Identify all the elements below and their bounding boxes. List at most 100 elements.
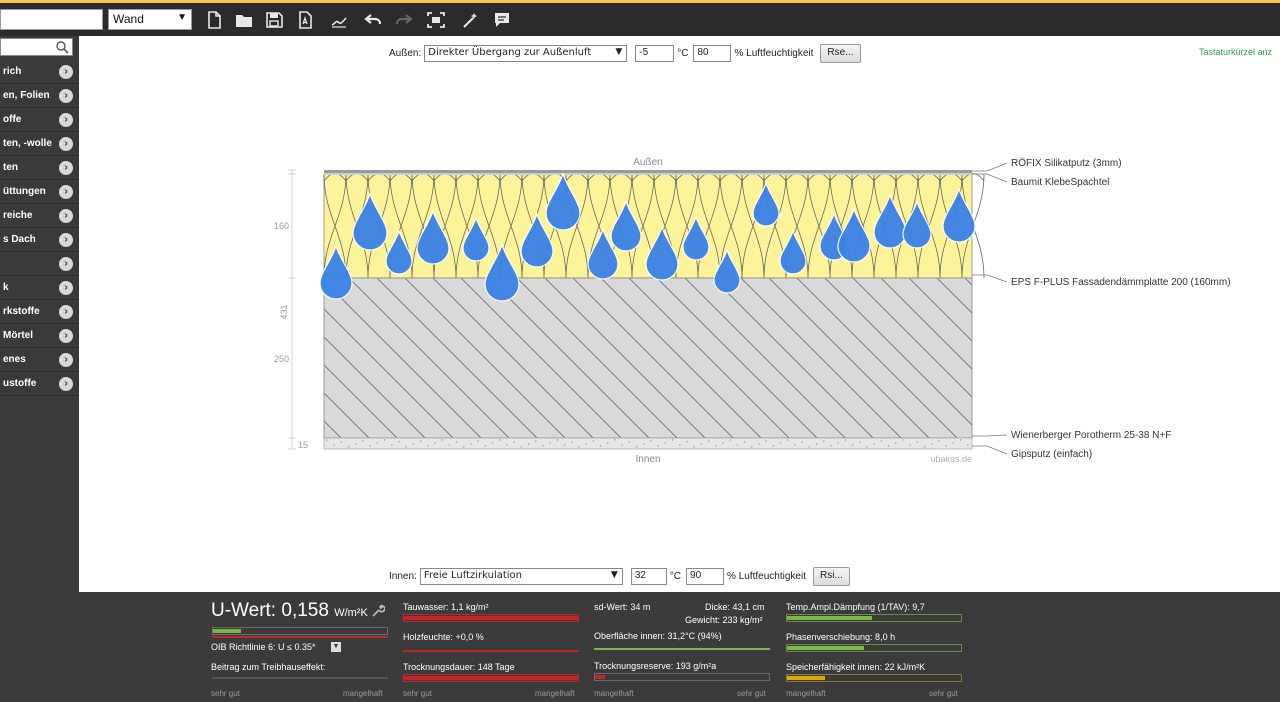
plaster-speckle xyxy=(347,446,350,448)
plaster-speckle xyxy=(700,443,703,445)
search-input[interactable] xyxy=(0,9,103,30)
drying-time-fill xyxy=(404,676,578,680)
redo-icon[interactable] xyxy=(393,9,415,31)
sidebar-item[interactable]: enes › xyxy=(0,348,79,372)
sidebar-item[interactable]: ten › xyxy=(0,156,79,180)
sidebar-item[interactable]: üttungen › xyxy=(0,180,79,204)
inner-humidity-input[interactable]: 90 xyxy=(686,568,725,585)
water-drop-icon xyxy=(902,199,932,249)
plaster-speckle xyxy=(830,445,832,447)
sidebar-item[interactable]: en, Folien › xyxy=(0,84,79,108)
rse-button[interactable]: Rse... xyxy=(820,44,861,63)
water-drop-icon xyxy=(484,243,520,302)
open-folder-icon[interactable] xyxy=(233,9,255,31)
undo-icon[interactable] xyxy=(362,9,384,31)
sidebar-item[interactable]: ten, -wolle › xyxy=(0,132,79,156)
layer-label-insulation[interactable]: EPS F-PLUS Fassadendämmplatte 200 (160mm… xyxy=(1011,277,1231,288)
sidebar-item[interactable]: ustoffe › xyxy=(0,372,79,396)
plaster-speckle xyxy=(405,446,407,448)
u-value-fill xyxy=(213,629,241,633)
plaster-speckle xyxy=(513,441,515,443)
u-value-unit: W/m²K xyxy=(334,607,368,619)
layer-label-render[interactable]: RÖFIX Silikatputz (3mm) xyxy=(1011,157,1122,169)
plaster-speckle xyxy=(585,443,587,445)
sidebar-item[interactable]: offe › xyxy=(0,108,79,132)
plaster-speckle xyxy=(477,440,479,442)
water-drop-icon xyxy=(645,225,679,281)
plaster-speckle xyxy=(628,441,631,443)
construction-type-select[interactable]: Wand ▼ xyxy=(108,9,192,30)
comment-icon[interactable] xyxy=(491,9,513,31)
drying-reserve-fill xyxy=(595,675,605,679)
u-value-red-line xyxy=(212,636,388,638)
scale3-right: sehr gut xyxy=(737,689,766,698)
outer-humidity-input[interactable]: 80 xyxy=(693,45,732,62)
plaster-speckle xyxy=(779,442,782,444)
layer-label-brick[interactable]: Wienerberger Porotherm 25-38 N+F xyxy=(1011,430,1171,441)
rsi-button[interactable]: Rsi... xyxy=(812,567,850,586)
outer-temp-input[interactable]: -5 xyxy=(635,45,675,62)
inner-humidity-unit: % Luftfeuchtigkeit xyxy=(727,571,806,582)
new-file-icon[interactable] xyxy=(203,9,225,31)
chevron-right-icon: › xyxy=(59,209,73,223)
plaster-speckle xyxy=(657,445,659,447)
chevron-right-icon: › xyxy=(59,233,73,247)
heat-capacity-text: Speicherfähigkeit innen: 22 kJ/m²K xyxy=(786,662,926,672)
oib-dropdown-icon[interactable]: ▼ xyxy=(331,642,341,652)
sidebar-item[interactable]: rkstoffe › xyxy=(0,300,79,324)
plaster-speckle xyxy=(527,443,530,445)
render-layer[interactable] xyxy=(324,170,972,173)
sd-value-text: sd-Wert: 34 m xyxy=(594,602,651,612)
sidebar-item[interactable]: k › xyxy=(0,276,79,300)
plaster-speckle xyxy=(859,441,861,443)
chevron-right-icon: › xyxy=(59,65,73,79)
sidebar-item-label: en, Folien xyxy=(3,90,50,101)
sign-icon[interactable] xyxy=(328,9,350,31)
thickness-text: Dicke: 43,1 cm xyxy=(705,602,765,612)
keyboard-shortcuts-link[interactable]: Tastaturkürzel anz xyxy=(1199,47,1273,57)
sidebar-item[interactable]: Mörtel › xyxy=(0,324,79,348)
condensation-fill xyxy=(404,616,578,620)
phase-shift-fill xyxy=(787,646,864,650)
plaster-layer[interactable] xyxy=(323,437,973,450)
outer-transfer-select[interactable]: Direkter Übergang zur Außenluft ▼ xyxy=(424,45,628,62)
inner-transfer-value: Freie Luftzirkulation xyxy=(423,570,523,581)
plaster-speckle xyxy=(535,440,537,442)
plaster-speckle xyxy=(455,441,458,443)
plaster-speckle xyxy=(671,439,674,441)
main-canvas: Außen Innen ubakus.de 160 250 15 431 RÖF… xyxy=(79,36,1280,592)
pdf-icon[interactable] xyxy=(294,9,316,31)
inner-transfer-select[interactable]: Freie Luftzirkulation ▼ xyxy=(419,568,623,585)
plaster-speckle xyxy=(463,446,465,448)
greenhouse-line xyxy=(212,677,388,679)
chevron-down-icon: ▼ xyxy=(177,12,187,23)
wrench-icon[interactable] xyxy=(371,604,386,618)
plaster-speckle xyxy=(326,439,328,441)
fit-icon[interactable] xyxy=(425,9,447,31)
plaster-speckle xyxy=(909,444,911,446)
sidebar-item[interactable]: s Dach › xyxy=(0,228,79,252)
inner-temp-input[interactable]: 32 xyxy=(630,568,667,585)
plaster-speckle xyxy=(743,441,746,443)
plaster-speckle xyxy=(340,441,343,443)
adhesive-layer[interactable] xyxy=(324,173,972,175)
chevron-right-icon: › xyxy=(59,329,73,343)
save-icon[interactable] xyxy=(263,9,285,31)
u-value[interactable]: U-Wert: 0,158 W/m²K xyxy=(211,600,368,622)
layer-label-plaster[interactable]: Gipsputz (einfach) xyxy=(1011,449,1092,460)
plaster-speckle xyxy=(607,442,609,444)
sidebar-item[interactable]: rich › xyxy=(0,60,79,84)
outer-conditions: Außen: Direkter Übergang zur Außenluft ▼… xyxy=(389,44,861,63)
plaster-speckle xyxy=(837,442,839,444)
outer-label: Außen: xyxy=(389,48,422,59)
sidebar-item-label: ten xyxy=(3,162,18,173)
plaster-speckle xyxy=(866,446,868,448)
plaster-speckle xyxy=(931,443,933,445)
sidebar-item[interactable]: reiche › xyxy=(0,204,79,228)
sidebar-item[interactable]: › xyxy=(0,252,79,276)
water-drop-icon xyxy=(319,244,353,300)
wizard-icon[interactable] xyxy=(459,9,481,31)
layer-label-adhesive[interactable]: Baumit KlebeSpachtel xyxy=(1011,177,1109,188)
wall-diagram: Außen Innen ubakus.de 160 250 15 431 RÖF… xyxy=(274,157,1231,465)
material-search-input[interactable] xyxy=(0,38,73,56)
